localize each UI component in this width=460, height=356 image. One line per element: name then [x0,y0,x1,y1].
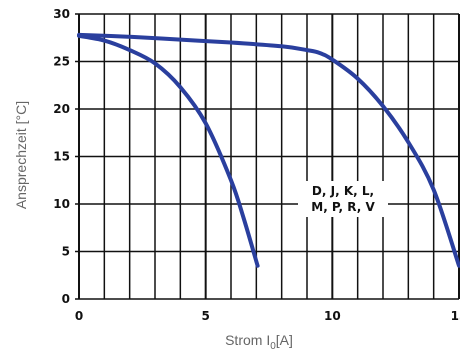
x-tick-label: 10 [324,309,341,323]
x-axis-label-sub: 0 [270,341,276,352]
x-tick-label: 0 [75,309,83,323]
grid [75,13,460,300]
y-tick-label: 15 [53,150,70,164]
x-tick-label: 15 [451,309,460,323]
x-axis-label-main: Strom I [225,332,270,348]
series-line-1 [77,33,260,268]
annotation-line-1: D, J, K, L, [312,184,374,198]
x-axis-label-unit: [A] [276,332,293,348]
series-line-2 [77,32,460,268]
annotation-line-2: M, P, R, V [311,200,375,214]
y-tick-label: 25 [53,55,70,69]
x-tick-label: 5 [201,309,209,323]
series-lines [77,32,460,268]
y-axis-label: Ansprechzeit [°C] [13,101,29,209]
y-tick-label: 30 [53,7,70,21]
y-tick-label: 5 [62,245,70,259]
x-axis-label: Strom I0[A] [225,332,293,352]
annotation-background [298,181,388,217]
y-tick-label: 20 [53,102,70,116]
y-tick-label: 10 [53,197,70,211]
y-tick-label: 0 [62,292,70,306]
tick-labels: 0 5 10 15 0 5 10 15 20 25 30 [53,7,460,323]
